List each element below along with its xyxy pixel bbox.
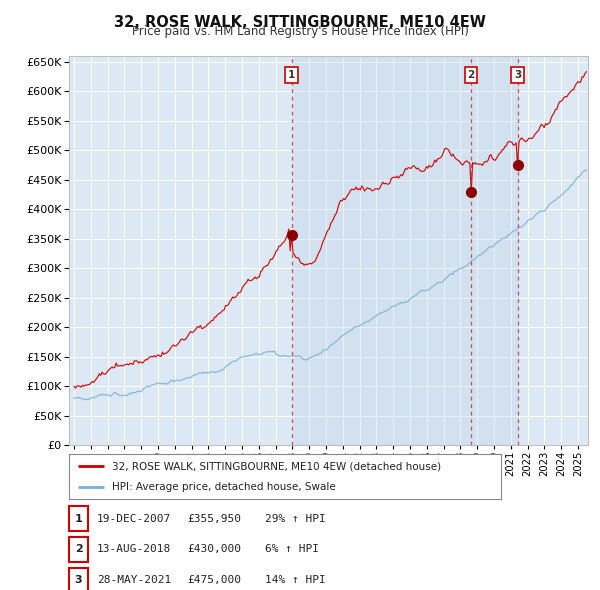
- Text: 3: 3: [75, 575, 82, 585]
- Text: 32, ROSE WALK, SITTINGBOURNE, ME10 4EW (detached house): 32, ROSE WALK, SITTINGBOURNE, ME10 4EW (…: [112, 461, 442, 471]
- Bar: [292, 56, 518, 445]
- Text: 32, ROSE WALK, SITTINGBOURNE, ME10 4EW: 32, ROSE WALK, SITTINGBOURNE, ME10 4EW: [114, 15, 486, 30]
- Text: 1: 1: [288, 70, 295, 80]
- Text: 2: 2: [75, 545, 82, 554]
- Text: 2: 2: [467, 70, 475, 80]
- Text: £355,950: £355,950: [187, 514, 241, 523]
- Text: 19-DEC-2007: 19-DEC-2007: [97, 514, 172, 523]
- Text: 6% ↑ HPI: 6% ↑ HPI: [265, 545, 319, 554]
- Text: 13-AUG-2018: 13-AUG-2018: [97, 545, 172, 554]
- Text: £475,000: £475,000: [187, 575, 241, 585]
- Text: 29% ↑ HPI: 29% ↑ HPI: [265, 514, 326, 523]
- Text: £430,000: £430,000: [187, 545, 241, 554]
- Text: Price paid vs. HM Land Registry's House Price Index (HPI): Price paid vs. HM Land Registry's House …: [131, 25, 469, 38]
- Text: 3: 3: [514, 70, 521, 80]
- Text: 14% ↑ HPI: 14% ↑ HPI: [265, 575, 326, 585]
- Text: HPI: Average price, detached house, Swale: HPI: Average price, detached house, Swal…: [112, 481, 336, 491]
- Text: 1: 1: [75, 514, 82, 523]
- Text: 28-MAY-2021: 28-MAY-2021: [97, 575, 172, 585]
